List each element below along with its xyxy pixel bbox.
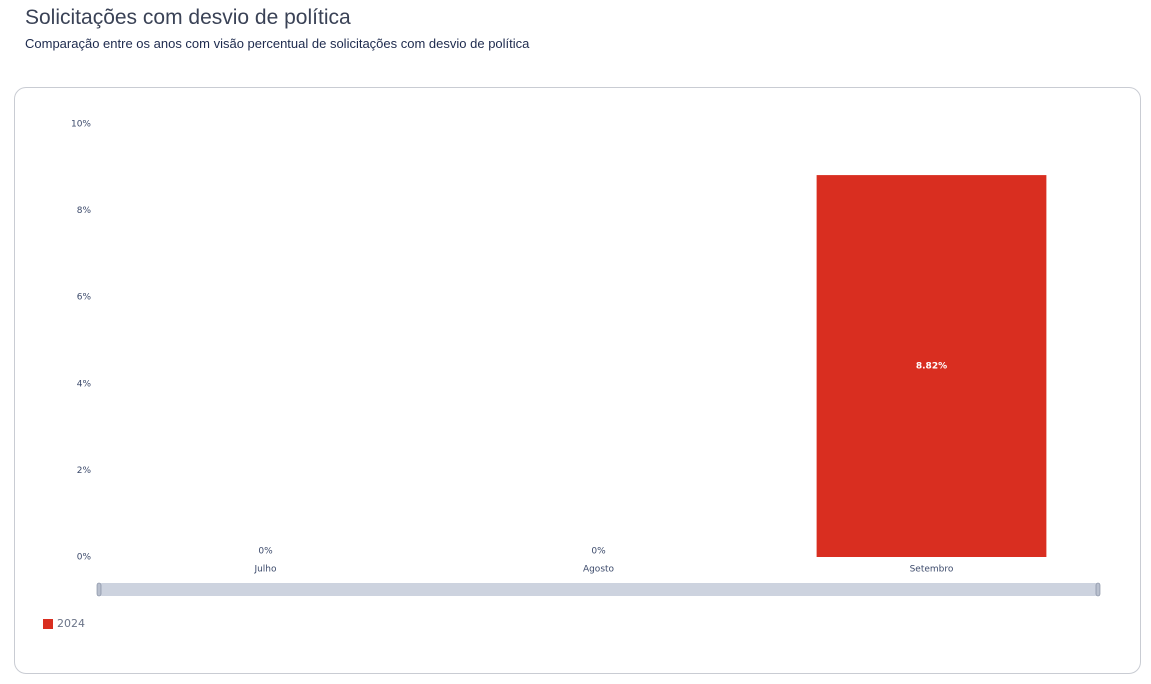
x-tick-label: Julho [253, 565, 277, 575]
legend-label: 2024 [57, 617, 85, 630]
legend-swatch [43, 619, 53, 629]
y-tick-label: 8% [77, 206, 92, 216]
bar [816, 175, 1047, 557]
data-label: 8.82% [916, 362, 947, 372]
chart-title: Solicitações com desvio de política [25, 6, 351, 29]
x-tick-label: Setembro [910, 565, 954, 575]
x-tick-label: Agosto [583, 565, 615, 575]
y-tick-label: 0% [77, 553, 92, 563]
chart-subtitle: Comparação entre os anos com visão perce… [25, 36, 530, 51]
scrollbar[interactable] [99, 583, 1098, 596]
y-tick-label: 10% [71, 120, 91, 130]
scroll-handle[interactable] [1095, 582, 1101, 597]
data-label: 0% [591, 547, 606, 557]
chart-card [14, 87, 1141, 674]
scroll-handle[interactable] [96, 582, 102, 597]
y-tick-label: 6% [77, 293, 92, 303]
y-tick-label: 4% [77, 379, 92, 389]
y-tick-label: 2% [77, 466, 92, 476]
data-label: 0% [258, 547, 273, 557]
